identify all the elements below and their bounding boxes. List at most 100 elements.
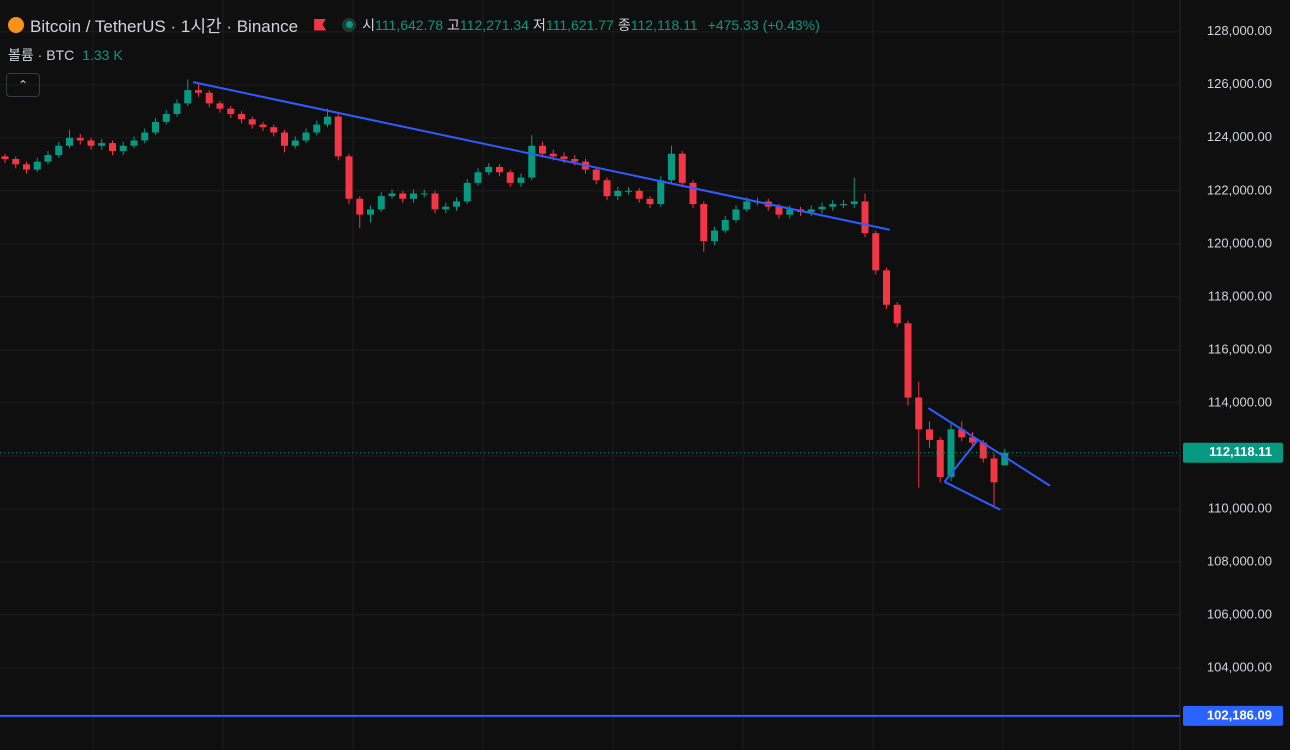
candle-body — [474, 172, 482, 183]
trend-line — [943, 439, 979, 483]
candle-body — [603, 180, 611, 197]
candle-body — [560, 156, 568, 160]
trend-line — [927, 407, 1051, 487]
candle-body — [44, 155, 52, 162]
candle-body — [238, 113, 245, 120]
ohlc-value: 112,118.11 — [630, 16, 698, 33]
candle-body — [195, 90, 202, 93]
candle-body — [55, 145, 63, 156]
candle-body — [356, 198, 364, 215]
y-tick-label: 122,000.00 — [1207, 182, 1272, 197]
candle-body — [388, 193, 396, 197]
ohlc-label: 시 — [362, 16, 376, 33]
y-tick-label: 124,000.00 — [1207, 129, 1272, 144]
y-tick-label: 118,000.00 — [1208, 288, 1272, 303]
candle-body — [786, 209, 794, 215]
candle-body — [539, 145, 546, 154]
last-price-label: 112,118.11 — [1209, 444, 1272, 459]
candle-body — [571, 159, 579, 162]
candle-body — [506, 172, 514, 183]
candle-body — [592, 169, 600, 181]
time-grid — [92, 0, 1134, 750]
candle-body — [872, 233, 880, 271]
ohlc-label: 저 — [532, 16, 546, 33]
candle-body — [496, 166, 503, 173]
candle-body — [399, 193, 407, 199]
candle-body — [281, 132, 288, 146]
ohlc-value: 111,621.77 — [545, 16, 614, 33]
candle-body — [152, 121, 159, 133]
candle-body — [807, 209, 815, 213]
candle-body — [130, 140, 138, 146]
candle-body — [109, 143, 116, 152]
candle-body — [463, 182, 471, 202]
candle-body — [420, 193, 428, 195]
volume-value: 1.33 K — [82, 47, 123, 63]
y-tick-label: 116,000.00 — [1208, 341, 1272, 356]
y-tick-label: 114,000.00 — [1208, 394, 1272, 409]
candle-body — [302, 132, 310, 141]
candle-body — [12, 159, 20, 165]
candle-body — [291, 140, 299, 146]
ohlc-label: 고 — [447, 16, 460, 33]
candle-body — [743, 201, 751, 210]
ohlc-value: 112,271.34 — [459, 16, 529, 33]
candle-body — [270, 127, 278, 133]
volume-label: 볼륨 · BTC — [8, 47, 75, 63]
y-tick-label: 120,000.00 — [1207, 235, 1272, 250]
horizontal-line-box — [1183, 705, 1283, 726]
candle-body — [678, 153, 686, 183]
horizontal-line-label: 102,186.09 — [1207, 707, 1272, 722]
candle-body — [367, 209, 374, 215]
flag-icon[interactable] — [314, 18, 327, 31]
y-tick-label: 104,000.00 — [1207, 659, 1272, 674]
candle-body — [345, 156, 353, 199]
y-tick-label: 126,000.00 — [1207, 76, 1272, 91]
candle-body — [657, 180, 665, 205]
candle-body — [700, 204, 708, 242]
candle-body — [453, 201, 460, 207]
candle-body — [818, 206, 826, 210]
candle-body — [689, 182, 697, 205]
volume-legend: 볼륨 · BTC 1.33 K — [8, 45, 123, 65]
candle-body — [646, 198, 654, 205]
candle-body — [173, 103, 181, 114]
legend-header: Bitcoin / TetherUS · 1시간 · Binance 시111,… — [8, 12, 824, 37]
candle-body — [775, 206, 783, 215]
candle-body — [184, 90, 192, 104]
candle-body — [947, 429, 955, 478]
candle-body — [324, 116, 331, 125]
candle-body — [549, 153, 557, 157]
candle-body — [162, 113, 170, 122]
last-price-box — [1183, 442, 1283, 463]
candle-body — [861, 201, 869, 234]
change: +475.33 (+0.43%) — [707, 16, 820, 33]
candle-body — [248, 119, 256, 125]
y-tick-label: 128,000.00 — [1207, 23, 1272, 38]
candle-body — [926, 429, 933, 440]
candle-body — [893, 304, 901, 324]
status-dot — [342, 17, 357, 32]
candle-body — [431, 193, 439, 210]
candle-body — [485, 166, 493, 173]
candle-body — [721, 219, 729, 231]
trend-line — [944, 480, 1001, 511]
candle-body — [259, 124, 267, 128]
candle-body — [227, 108, 235, 114]
y-tick-label: 108,000.00 — [1207, 553, 1272, 568]
ohlc-legend: 시111,642.78 고112,271.34 저111,621.77 종112,11… — [362, 15, 702, 35]
candle-body — [1, 156, 9, 160]
collapse-button[interactable]: ⌃ — [6, 73, 40, 97]
candle-body — [883, 270, 890, 305]
symbol-title[interactable]: Bitcoin / TetherUS · 1시간 · Binance — [30, 17, 299, 36]
candle-body — [410, 193, 417, 199]
candle-body — [936, 439, 944, 478]
candle-body — [840, 204, 847, 206]
candle-body — [958, 429, 966, 438]
candle-body — [313, 124, 321, 133]
candle-body — [915, 397, 923, 430]
candle-body — [216, 103, 224, 109]
candle-body — [850, 201, 858, 205]
